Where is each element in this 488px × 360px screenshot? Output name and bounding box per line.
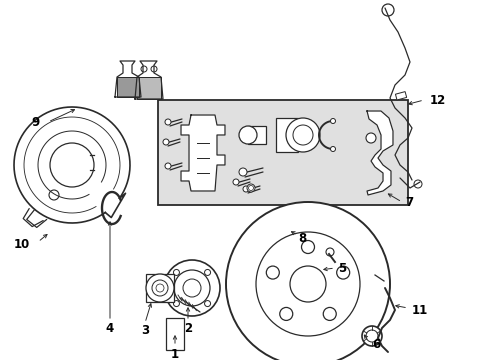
- Circle shape: [225, 202, 389, 360]
- Circle shape: [279, 307, 292, 320]
- Circle shape: [365, 133, 375, 143]
- Circle shape: [365, 330, 377, 342]
- Circle shape: [266, 266, 279, 279]
- Circle shape: [330, 118, 335, 123]
- Text: 3: 3: [141, 324, 149, 337]
- Text: 1: 1: [171, 347, 179, 360]
- Circle shape: [164, 163, 171, 169]
- Circle shape: [204, 269, 210, 275]
- Bar: [137, 77, 161, 99]
- Circle shape: [173, 269, 179, 275]
- Bar: [395, 91, 406, 100]
- Circle shape: [239, 168, 246, 176]
- Bar: [165, 318, 183, 350]
- Circle shape: [163, 260, 220, 316]
- Text: 10: 10: [14, 239, 30, 252]
- Text: 9: 9: [32, 116, 40, 129]
- Circle shape: [292, 125, 312, 145]
- Text: 12: 12: [429, 94, 446, 107]
- Text: 11: 11: [411, 303, 427, 316]
- Circle shape: [163, 139, 169, 145]
- Text: 7: 7: [404, 195, 412, 208]
- Circle shape: [289, 266, 325, 302]
- Bar: [158, 100, 407, 205]
- Circle shape: [183, 279, 201, 297]
- Circle shape: [156, 284, 163, 292]
- Text: 6: 6: [371, 338, 380, 351]
- Circle shape: [204, 301, 210, 307]
- Bar: [275, 118, 297, 152]
- Circle shape: [246, 184, 254, 192]
- Circle shape: [336, 266, 349, 279]
- Circle shape: [301, 240, 314, 253]
- Text: 4: 4: [106, 321, 114, 334]
- Circle shape: [173, 301, 179, 307]
- Circle shape: [413, 180, 421, 188]
- Circle shape: [381, 4, 393, 16]
- Bar: [117, 77, 139, 97]
- Circle shape: [152, 280, 168, 296]
- Bar: [146, 274, 174, 302]
- Circle shape: [325, 248, 333, 256]
- Circle shape: [330, 147, 335, 152]
- Polygon shape: [366, 111, 392, 195]
- Bar: [247, 126, 265, 144]
- Circle shape: [146, 274, 174, 302]
- Text: 8: 8: [297, 231, 305, 244]
- Text: 2: 2: [183, 321, 192, 334]
- Circle shape: [256, 232, 359, 336]
- Circle shape: [323, 307, 336, 320]
- Circle shape: [232, 179, 239, 185]
- Circle shape: [239, 126, 257, 144]
- Circle shape: [285, 118, 319, 152]
- Circle shape: [248, 185, 253, 190]
- Circle shape: [361, 326, 381, 346]
- Circle shape: [378, 281, 388, 291]
- Circle shape: [164, 119, 171, 125]
- Circle shape: [243, 186, 248, 192]
- Circle shape: [174, 270, 209, 306]
- Polygon shape: [181, 115, 224, 191]
- Text: 5: 5: [337, 261, 346, 274]
